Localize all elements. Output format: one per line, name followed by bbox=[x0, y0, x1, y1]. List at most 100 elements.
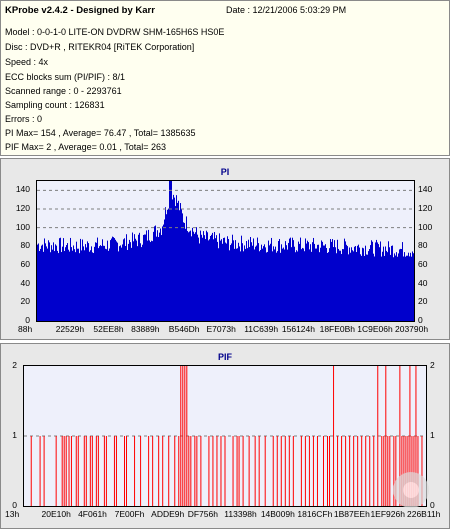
pif-y-tick-label: 1 bbox=[430, 430, 435, 440]
pi-bar bbox=[201, 234, 202, 321]
pi-bar bbox=[98, 248, 99, 321]
pi-bar bbox=[72, 250, 73, 321]
pi-bar bbox=[148, 229, 149, 321]
pi-bar bbox=[79, 253, 80, 321]
pi-bar bbox=[228, 239, 229, 321]
pif-x-tick-label: 7E00Fh bbox=[114, 509, 145, 519]
pi-bar bbox=[387, 252, 388, 321]
pi-bar bbox=[263, 246, 264, 321]
pi-bar bbox=[141, 247, 142, 321]
pi-bar bbox=[59, 238, 60, 321]
pi-bar bbox=[355, 246, 356, 321]
pi-bar bbox=[157, 230, 158, 321]
pi-bar bbox=[194, 233, 195, 321]
pi-bar bbox=[319, 252, 320, 321]
pi-bar bbox=[93, 253, 94, 321]
pi-bar bbox=[364, 255, 365, 321]
pi-bar bbox=[281, 244, 282, 321]
pi-bar bbox=[363, 248, 364, 321]
pi-bar bbox=[361, 255, 362, 321]
pi-bar bbox=[238, 242, 239, 321]
pi-bar bbox=[321, 240, 322, 321]
pi-bar bbox=[366, 254, 367, 321]
pi-bar bbox=[111, 238, 112, 321]
pi-bar bbox=[413, 253, 414, 321]
pi-bar bbox=[232, 234, 233, 321]
pi-bar bbox=[253, 238, 254, 321]
pi-bar bbox=[85, 244, 86, 321]
pi-bar bbox=[357, 245, 358, 321]
pif-x-tick-label: ADDE9h bbox=[151, 509, 185, 519]
pi-bar bbox=[37, 244, 38, 321]
pi-bar bbox=[119, 246, 120, 321]
pi-bar bbox=[282, 248, 283, 321]
pi-bar bbox=[258, 243, 259, 321]
pi-stats-line: PI Max= 154 , Average= 76.47 , Total= 13… bbox=[5, 128, 196, 138]
pi-bar bbox=[69, 251, 70, 321]
pi-bar bbox=[192, 227, 193, 321]
pi-bar bbox=[164, 219, 165, 321]
pi-bar bbox=[214, 232, 215, 321]
pi-bar bbox=[230, 245, 231, 321]
pi-bar bbox=[322, 241, 323, 321]
pi-bar bbox=[276, 252, 277, 321]
pi-bar bbox=[349, 247, 350, 321]
pi-bar bbox=[248, 239, 249, 321]
pi-bar bbox=[332, 239, 333, 321]
pi-bar bbox=[392, 245, 393, 321]
pi-bar bbox=[386, 250, 387, 321]
pi-bar bbox=[195, 232, 196, 321]
pi-bar bbox=[274, 249, 275, 321]
ecc-line: ECC blocks sum (PI/PIF) : 8/1 bbox=[5, 72, 126, 82]
pi-bar bbox=[377, 242, 378, 321]
pi-bar bbox=[88, 243, 89, 321]
pi-bar bbox=[87, 241, 88, 321]
pi-bar bbox=[369, 249, 370, 321]
pi-bar bbox=[178, 200, 179, 321]
pi-bar bbox=[256, 245, 257, 321]
pi-bar bbox=[257, 237, 258, 321]
pi-y-tick-label: 40 bbox=[20, 277, 30, 288]
pi-bar bbox=[110, 240, 111, 321]
pi-bar bbox=[221, 239, 222, 321]
pi-bar bbox=[249, 247, 250, 321]
pi-bar bbox=[350, 252, 351, 321]
pi-bar bbox=[41, 245, 42, 321]
pi-bar bbox=[149, 240, 150, 321]
pi-bar bbox=[314, 243, 315, 321]
pi-bar bbox=[373, 253, 374, 321]
pi-bar bbox=[191, 236, 192, 321]
pi-bar bbox=[225, 242, 226, 321]
pi-bar bbox=[188, 232, 189, 321]
pi-bar bbox=[329, 248, 330, 321]
pi-bar bbox=[342, 249, 343, 321]
pi-bar bbox=[64, 251, 65, 321]
pi-plot-area bbox=[36, 180, 415, 322]
pi-bar bbox=[340, 250, 341, 321]
pi-bar bbox=[379, 247, 380, 321]
pi-bar bbox=[375, 242, 376, 321]
pi-bar bbox=[133, 241, 134, 321]
pi-bar bbox=[109, 248, 110, 321]
pi-bar bbox=[393, 257, 394, 321]
pi-bar bbox=[247, 248, 248, 321]
pi-bar bbox=[278, 241, 279, 321]
pi-bar bbox=[260, 249, 261, 321]
pi-bar bbox=[299, 243, 300, 321]
pi-bar bbox=[118, 251, 119, 321]
pi-bar bbox=[259, 251, 260, 321]
pi-bar bbox=[138, 234, 139, 321]
pi-bar bbox=[49, 242, 50, 321]
pi-bar bbox=[266, 252, 267, 321]
pi-bar bbox=[172, 199, 173, 321]
pi-bar bbox=[217, 241, 218, 321]
pi-bar bbox=[408, 252, 409, 321]
pi-bar bbox=[204, 235, 205, 321]
pi-bar bbox=[223, 237, 224, 321]
pi-bar bbox=[296, 250, 297, 321]
pi-bar bbox=[156, 236, 157, 321]
pi-bar bbox=[215, 238, 216, 321]
pi-y-tick-label: 0 bbox=[418, 315, 423, 325]
pif-chart-panel: PIF 0 1 2 0 1 2 13h 20E10h 4F061h 7E00Fh ADDE9h D… bbox=[0, 343, 450, 529]
app-title: KProbe v2.4.2 - Designed by Karr bbox=[5, 5, 155, 16]
